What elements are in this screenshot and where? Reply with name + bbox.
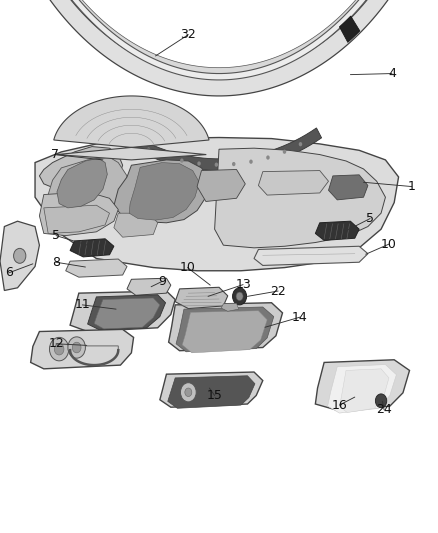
- Circle shape: [54, 343, 64, 355]
- Text: 22: 22: [270, 285, 286, 297]
- Circle shape: [163, 154, 167, 158]
- Polygon shape: [57, 158, 107, 208]
- Circle shape: [232, 162, 236, 166]
- Text: 8: 8: [52, 256, 60, 269]
- Polygon shape: [54, 96, 209, 160]
- Circle shape: [249, 159, 253, 164]
- Circle shape: [299, 142, 302, 147]
- Polygon shape: [114, 160, 210, 223]
- Polygon shape: [117, 128, 321, 171]
- Polygon shape: [18, 0, 420, 76]
- Circle shape: [215, 163, 218, 167]
- Polygon shape: [0, 0, 438, 80]
- Polygon shape: [221, 303, 239, 311]
- Text: 10: 10: [381, 238, 397, 251]
- Polygon shape: [215, 148, 385, 248]
- Polygon shape: [339, 16, 360, 43]
- Polygon shape: [315, 221, 359, 240]
- Text: 7: 7: [51, 148, 59, 161]
- Text: 10: 10: [180, 261, 195, 274]
- Circle shape: [197, 161, 201, 166]
- Polygon shape: [168, 376, 255, 408]
- Text: 1: 1: [408, 180, 416, 193]
- Polygon shape: [94, 298, 160, 329]
- Polygon shape: [254, 246, 368, 265]
- Text: 5: 5: [52, 229, 60, 242]
- Polygon shape: [70, 239, 114, 257]
- Polygon shape: [66, 259, 127, 277]
- Circle shape: [49, 337, 69, 361]
- Polygon shape: [315, 360, 410, 411]
- Polygon shape: [39, 147, 123, 195]
- Circle shape: [147, 148, 150, 152]
- Polygon shape: [88, 295, 166, 329]
- Text: 13: 13: [235, 278, 251, 291]
- Text: 14: 14: [292, 311, 308, 324]
- Polygon shape: [175, 287, 228, 309]
- Text: 11: 11: [74, 298, 90, 311]
- Circle shape: [131, 140, 134, 144]
- Text: 15: 15: [207, 389, 223, 402]
- Text: 5: 5: [366, 212, 374, 225]
- Polygon shape: [48, 157, 127, 214]
- Polygon shape: [0, 221, 39, 290]
- Text: 32: 32: [180, 28, 196, 41]
- Polygon shape: [31, 329, 134, 369]
- Circle shape: [266, 156, 270, 160]
- Polygon shape: [169, 303, 283, 351]
- Text: 16: 16: [332, 399, 347, 411]
- Circle shape: [180, 158, 184, 163]
- Polygon shape: [35, 138, 399, 271]
- Circle shape: [236, 292, 243, 301]
- Circle shape: [14, 248, 26, 263]
- Polygon shape: [39, 192, 118, 236]
- Polygon shape: [127, 278, 171, 295]
- Polygon shape: [160, 372, 263, 407]
- Text: 12: 12: [48, 337, 64, 350]
- Text: 4: 4: [388, 67, 396, 80]
- Text: 6: 6: [5, 266, 13, 279]
- Polygon shape: [0, 0, 438, 96]
- Circle shape: [283, 150, 286, 154]
- Polygon shape: [182, 311, 267, 353]
- Polygon shape: [328, 365, 396, 413]
- Polygon shape: [258, 171, 328, 195]
- Polygon shape: [197, 169, 245, 201]
- Polygon shape: [44, 205, 110, 233]
- Polygon shape: [328, 175, 368, 200]
- Polygon shape: [70, 291, 175, 332]
- Circle shape: [375, 394, 387, 408]
- Text: 24: 24: [376, 403, 392, 416]
- Polygon shape: [70, 346, 118, 365]
- Circle shape: [72, 342, 81, 353]
- Circle shape: [180, 383, 196, 402]
- Circle shape: [185, 388, 192, 397]
- Polygon shape: [339, 369, 389, 413]
- Circle shape: [68, 337, 85, 358]
- Polygon shape: [129, 163, 199, 220]
- Circle shape: [233, 288, 247, 305]
- Text: 9: 9: [158, 275, 166, 288]
- Polygon shape: [176, 307, 274, 352]
- Polygon shape: [114, 213, 158, 237]
